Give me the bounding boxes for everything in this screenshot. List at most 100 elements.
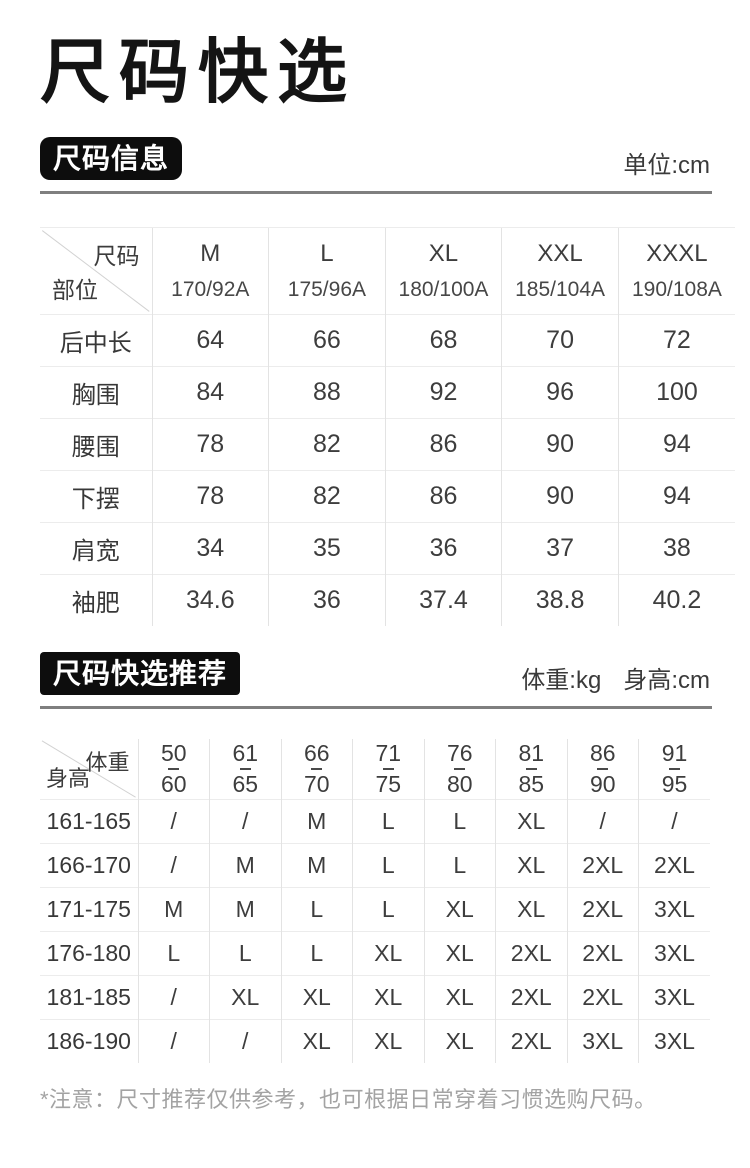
reco-table-corner-cell: 体重 身高: [40, 739, 138, 800]
weight-from: 61: [232, 740, 259, 766]
page-title: 尺码快选: [40, 33, 356, 111]
size-column-header: XXXL 190/108A: [617, 227, 735, 315]
recommended-size-value: 2XL: [566, 887, 639, 932]
recommended-size-value: XL: [423, 1019, 496, 1063]
recommended-size-value: 2XL: [495, 975, 567, 1020]
measurement-label: 腰围: [40, 418, 152, 471]
measurement-value: 78: [151, 470, 269, 523]
measurement-value: 35: [268, 522, 386, 575]
recommended-size-value: XL: [280, 1019, 353, 1063]
recommended-size-value: L: [209, 931, 281, 976]
measurement-value: 100: [617, 366, 735, 419]
weight-range-header: 66 70: [280, 739, 353, 800]
size-name-label: M: [200, 240, 221, 267]
weight-from: 71: [375, 740, 402, 766]
size-column-header: M 170/92A: [151, 227, 269, 315]
recommended-size-value: /: [209, 1019, 281, 1063]
weight-from: 91: [661, 740, 688, 766]
range-dash: [239, 768, 251, 770]
measurement-value: 84: [151, 366, 269, 419]
size-name-label: XXXL: [646, 240, 708, 267]
measurement-value: 34: [151, 522, 269, 575]
recommended-size-value: 3XL: [638, 1019, 710, 1063]
weight-range-header: 76 80: [423, 739, 496, 800]
size-column-header: XXL 185/104A: [501, 227, 619, 315]
measurement-value: 38: [617, 522, 735, 575]
height-range-label: 181-185: [40, 975, 138, 1020]
weight-to: 60: [160, 771, 187, 797]
recommended-size-value: XL: [423, 887, 496, 932]
recommended-size-value: M: [137, 887, 210, 932]
measurement-value: 82: [268, 470, 386, 523]
recommended-size-value: 2XL: [495, 1019, 567, 1063]
recommended-size-value: 2XL: [566, 931, 639, 976]
measurement-value: 72: [617, 314, 735, 367]
height-range-label: 186-190: [40, 1019, 138, 1063]
recommended-size-value: /: [209, 799, 281, 844]
diagonal-line: [40, 228, 152, 314]
size-table-row: 肩宽 34 35 36 37 38: [40, 522, 735, 575]
size-table-corner-cell: 尺码 部位: [40, 227, 152, 315]
size-table-row: 下摆 78 82 86 90 94: [40, 470, 735, 523]
corner-label-part: 部位: [52, 277, 98, 303]
measurement-value: 78: [151, 418, 269, 471]
recommended-size-value: XL: [280, 975, 353, 1020]
size-column-header: XL 180/100A: [384, 227, 502, 315]
range-dash: [382, 768, 394, 770]
weight-range-header: 61 65: [209, 739, 281, 800]
reco-table-row: 181-185/XL XL XL XL 2XL 2XL 3XL: [40, 975, 710, 1020]
recommended-size-value: 3XL: [638, 931, 710, 976]
measurement-value: 66: [268, 314, 386, 367]
recommended-size-value: 3XL: [638, 887, 710, 932]
recommended-size-value: 2XL: [495, 931, 567, 976]
height-range-label: 176-180: [40, 931, 138, 976]
corner-label-height: 身高: [46, 766, 91, 791]
recommended-size-value: L: [352, 843, 424, 888]
measurement-label: 袖肥: [40, 574, 152, 626]
recommended-size-value: XL: [352, 1019, 424, 1063]
recommended-size-value: L: [137, 931, 210, 976]
weight-from: 66: [303, 740, 330, 766]
recommended-size-value: M: [280, 843, 353, 888]
measurement-label: 后中长: [40, 314, 152, 367]
size-table-row: 胸围 84 88 92 96 100: [40, 366, 735, 419]
recommended-size-value: 2XL: [566, 843, 639, 888]
recommended-size-value: L: [423, 843, 496, 888]
measurement-value: 37.4: [384, 574, 502, 626]
recommended-size-value: XL: [352, 975, 424, 1020]
range-dash: [669, 768, 680, 770]
corner-label-weight: 体重: [85, 750, 130, 775]
recommended-size-value: /: [137, 843, 210, 888]
recommended-size-value: /: [638, 799, 710, 844]
size-name-label: L: [320, 240, 334, 267]
reco-table-row: 166-170/M M L L XL 2XL 2XL: [40, 843, 710, 888]
size-table-body: 后中长 64 66 68 70 72 胸围 84 88 92 96 100 腰围 78 82 86 90 94 下摆…: [40, 314, 735, 626]
size-info-unit-label: 单位:cm: [623, 152, 710, 179]
measurement-value: 88: [268, 366, 386, 419]
measurement-value: 34.6: [151, 574, 269, 626]
range-dash: [597, 768, 609, 770]
height-range-label: 171-175: [40, 887, 138, 932]
size-recommendation-table: 体重 身高 50 60 61 65 66 70 71 75 76 80 81 85 86 90 91 95 1…: [40, 739, 710, 1063]
recommended-size-value: L: [352, 887, 424, 932]
recommended-size-value: M: [280, 799, 353, 844]
recommended-size-value: XL: [423, 931, 496, 976]
recommended-size-value: /: [137, 799, 210, 844]
weight-range-header: 91 95: [638, 739, 710, 800]
measurement-value: 90: [501, 418, 619, 471]
reco-unit-labels: 体重:kg 身高:cm: [521, 669, 710, 695]
reco-table-row: 171-175 M M L L XL XL 2XL 3XL: [40, 887, 710, 932]
weight-range-header: 50 60: [137, 739, 210, 800]
weight-to: 75: [375, 771, 402, 797]
measurement-value: 90: [501, 470, 619, 523]
measurement-value: 40.2: [617, 574, 735, 626]
weight-range-header: 81 85: [495, 739, 567, 800]
recommended-size-value: 2XL: [638, 843, 710, 888]
weight-to: 85: [518, 771, 545, 797]
reco-badge: 尺码快选推荐: [40, 652, 241, 695]
measurement-value: 92: [384, 366, 502, 419]
range-dash: [168, 768, 180, 770]
size-table-header-row: 尺码 部位 M 170/92A L 175/96A XL 180/100A XXL 185/1…: [40, 227, 735, 315]
reco-table-body: 161-165// M L L XL //166-170/M M L L XL 2XL 2XL 171-…: [40, 799, 710, 1063]
